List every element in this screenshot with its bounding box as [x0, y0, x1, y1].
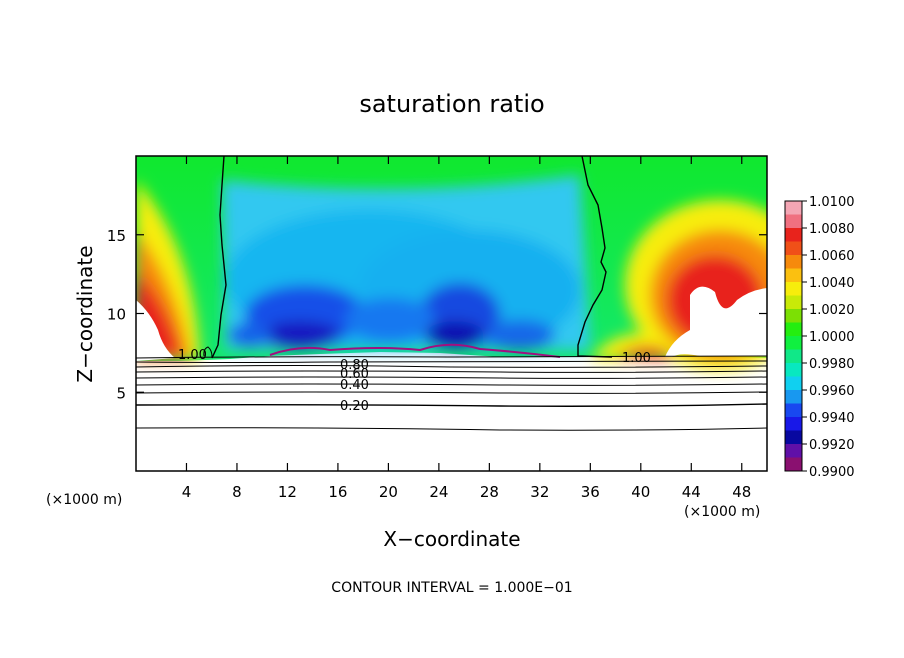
colorbar-swatch — [785, 363, 802, 377]
colorbar-label: 1.0080 — [809, 222, 855, 237]
y-tick-label-5: 5 — [116, 384, 126, 402]
left-white-pocket — [136, 300, 175, 361]
colorbar-swatch — [785, 430, 802, 445]
x-tick-label-20: 20 — [379, 483, 398, 501]
colorbar-swatch — [785, 228, 802, 242]
colorbar-swatch — [785, 457, 802, 472]
x-tick-label-36: 36 — [581, 483, 600, 501]
x-tick-label-28: 28 — [480, 483, 499, 501]
colorbar-label: 1.0100 — [809, 195, 855, 210]
colorbar-label: 1.0020 — [809, 303, 855, 318]
colorbar: 1.0100 1.0080 1.0060 1.0040 1.0020 1.0000 0.99… — [784, 195, 855, 480]
colorbar-swatch — [785, 282, 802, 296]
colorbar-swatch — [785, 309, 802, 323]
contour-label-left: 1.00 — [178, 348, 207, 363]
lower-contour-lines — [136, 355, 767, 431]
colorbar-swatch — [785, 417, 802, 431]
colorbar-swatch — [785, 444, 802, 458]
plot-area: 1.00 1.00 0.80 0.60 0.40 0.20 — [135, 155, 768, 472]
y-axis: 5 10 15 — [107, 227, 767, 402]
colorbar-label: 1.0040 — [809, 276, 855, 291]
x-tick-label-32: 32 — [530, 483, 549, 501]
colorbar-swatch — [785, 295, 802, 310]
saturation-contour-left — [211, 156, 227, 359]
x-tick-label-8: 8 — [232, 483, 242, 501]
x-tick-label-40: 40 — [631, 483, 650, 501]
saturation-contour-small-loop — [203, 346, 213, 358]
colorbar-swatch — [785, 214, 802, 229]
y-axis-label: Z−coordinate — [73, 245, 97, 382]
colorbar-swatch — [785, 349, 802, 364]
dry-edge — [269, 343, 561, 358]
contour-label-080: 0.80 — [340, 358, 369, 373]
colorbar-label: 0.9900 — [809, 465, 855, 480]
colorbar-label: 0.9920 — [809, 438, 855, 453]
x-axis-label: X−coordinate — [383, 527, 520, 551]
y-tick-label-10: 10 — [107, 306, 126, 324]
colorbar-label: 0.9940 — [809, 411, 855, 426]
colorbar-swatch — [785, 322, 802, 337]
colorbar-swatch — [785, 268, 802, 283]
colorbar-swatch — [785, 241, 802, 256]
colorbar-label: 1.0000 — [809, 330, 855, 345]
colorbar-swatch — [785, 376, 802, 391]
chart-title: saturation ratio — [359, 90, 544, 118]
colorbar-swatch — [785, 201, 802, 215]
x-tick-label-4: 4 — [182, 483, 192, 501]
x-unit-right: (×1000 m) — [684, 504, 760, 520]
x-tick-label-16: 16 — [328, 483, 347, 501]
colorbar-label: 0.9960 — [809, 384, 855, 399]
colorbar-swatch — [785, 390, 802, 404]
contour-label-040: 0.40 — [340, 378, 369, 393]
colorbar-swatch — [785, 255, 802, 269]
contour-labels: 1.00 1.00 0.80 0.60 0.40 0.20 — [178, 348, 651, 414]
subsaturated-core — [222, 175, 590, 350]
contour-label-right: 1.00 — [622, 351, 651, 366]
x-tick-label-44: 44 — [682, 483, 701, 501]
colorbar-label: 1.0060 — [809, 249, 855, 264]
x-tick-label-48: 48 — [732, 483, 751, 501]
contour-label-060: 0.60 — [340, 367, 369, 382]
right-white-pocket — [665, 286, 767, 357]
saturation-contour-right — [577, 156, 613, 358]
contour-label-020: 0.20 — [340, 399, 369, 414]
colorbar-label: 0.9980 — [809, 357, 855, 372]
x-tick-label-24: 24 — [429, 483, 448, 501]
colorbar-swatch — [785, 403, 802, 418]
x-axis: 4 8 12 16 20 24 28 32 36 40 44 48 — [182, 156, 751, 501]
contour-interval-note: CONTOUR INTERVAL = 1.000E−01 — [331, 580, 572, 596]
x-tick-label-12: 12 — [278, 483, 297, 501]
x-unit-left: (×1000 m) — [46, 492, 122, 508]
saturation-field — [136, 156, 767, 431]
y-tick-label-15: 15 — [107, 227, 126, 245]
colorbar-swatch — [785, 336, 802, 350]
